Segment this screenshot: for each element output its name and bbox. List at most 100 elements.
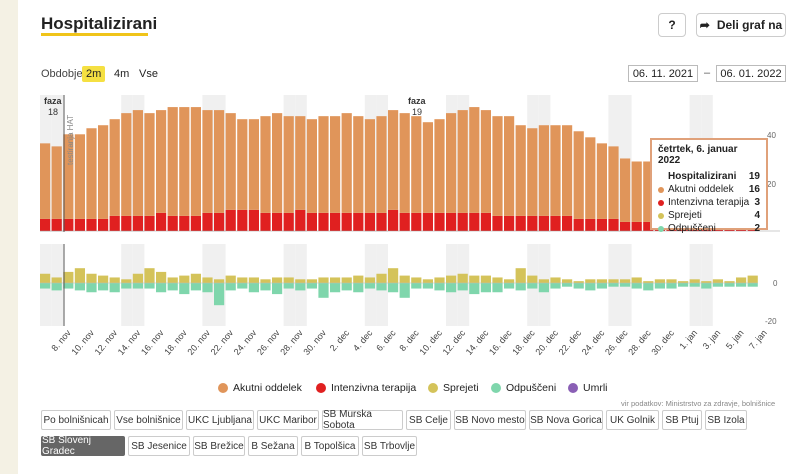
admitted-bar xyxy=(399,275,410,283)
discharged-bar xyxy=(237,283,248,289)
acute-bar xyxy=(608,146,619,219)
tooltip-date: četrtek, 6. januar 2022 xyxy=(658,144,738,166)
hospital-button[interactable]: SB Novo mesto xyxy=(454,410,526,430)
discharged-bar xyxy=(469,283,480,295)
hospital-button[interactable]: B Topolšica xyxy=(301,436,359,456)
y-tick-40: 40 xyxy=(767,131,776,140)
hospital-button-selected[interactable]: SB Slovenj Gradec xyxy=(41,435,125,457)
discharged-bar xyxy=(132,283,143,289)
discharged-bar xyxy=(144,283,155,289)
icu-bar xyxy=(480,212,491,231)
x-tick-label: 24. dec xyxy=(580,327,607,356)
hospital-button[interactable]: SB Ptuj xyxy=(662,410,702,430)
hospital-button[interactable]: SB Nova Gorica xyxy=(529,410,603,430)
period-option-2m[interactable]: 2m xyxy=(82,66,106,82)
icu-bar xyxy=(457,212,468,231)
hospital-button[interactable]: UK Golnik xyxy=(606,410,659,430)
admitted-bar xyxy=(457,273,468,283)
acute-bar xyxy=(179,107,190,216)
share-button[interactable]: ➦ Deli graf na xyxy=(696,13,786,37)
hospital-button[interactable]: Po bolnišnicah xyxy=(41,410,111,430)
hospital-button[interactable]: B Sežana xyxy=(248,436,298,456)
discharged-bar xyxy=(272,283,283,295)
period-option-all[interactable]: Vse xyxy=(139,68,158,80)
x-tick-label: 3. jan xyxy=(701,328,723,351)
admitted-bar xyxy=(167,277,178,283)
hospital-button[interactable]: SB Celje xyxy=(406,410,451,430)
admitted-bar xyxy=(214,279,225,283)
x-tick-label: 26. nov xyxy=(255,327,282,356)
discharged-bar xyxy=(654,283,665,289)
acute-bar xyxy=(63,134,74,219)
x-tick-label: 12. dec xyxy=(441,327,468,356)
icu-bar xyxy=(585,218,596,231)
admitted-bar xyxy=(643,281,654,283)
icu-bar xyxy=(596,218,607,231)
icu-bar xyxy=(144,215,155,231)
discharged-bar xyxy=(550,283,561,289)
legend-discharged[interactable]: Odpuščeni xyxy=(491,382,556,394)
hospital-button[interactable]: SB Trbovlje xyxy=(362,436,417,456)
acute-bar xyxy=(504,116,515,216)
icu-bar xyxy=(86,218,97,231)
page-title: Hospitalizirani xyxy=(41,14,158,33)
legend-admitted[interactable]: Sprejeti xyxy=(428,382,479,394)
discharged-bar xyxy=(573,283,584,289)
date-from-input[interactable]: 06. 11. 2021 xyxy=(628,65,698,82)
discharged-bar xyxy=(631,283,642,289)
icu-bar xyxy=(330,212,341,231)
discharged-bar xyxy=(63,283,74,289)
hospital-button[interactable]: SB Izola xyxy=(705,410,747,430)
legend-icu[interactable]: Intenzivna terapija xyxy=(316,382,416,394)
admitted-bar xyxy=(666,279,677,283)
discharged-bar xyxy=(341,283,352,291)
hospital-button[interactable]: SB Murska Sobota xyxy=(322,409,403,431)
admitted-bar xyxy=(248,277,259,283)
acute-bar xyxy=(353,116,364,213)
icu-dot-icon xyxy=(658,199,664,206)
icu-bar xyxy=(469,212,480,231)
legend-discharged-dot-icon xyxy=(491,383,501,393)
admitted-bar xyxy=(515,268,526,283)
tooltip-admitted-label: Sprejeti xyxy=(668,210,702,221)
icu-bar xyxy=(608,218,619,231)
x-tick-label: 6. dec xyxy=(374,327,398,353)
period-option-4m[interactable]: 4m xyxy=(114,68,130,80)
hospital-button[interactable]: UKC Ljubljana xyxy=(186,410,254,430)
x-tick-label: 12. nov xyxy=(93,327,120,356)
acute-bar xyxy=(446,113,457,213)
admitted-bar xyxy=(283,277,294,283)
admitted-bar xyxy=(225,275,236,283)
admitted-bar xyxy=(341,277,352,283)
hospital-button[interactable]: SB Brežice xyxy=(193,436,245,456)
acute-bar xyxy=(283,116,294,213)
icu-bar xyxy=(156,212,167,231)
icu-bar xyxy=(225,209,236,231)
acute-bar xyxy=(272,113,283,213)
tooltip-icu-label: Intenzivna terapija xyxy=(668,197,750,208)
acute-bar xyxy=(376,116,387,213)
discharged-bar xyxy=(562,283,573,287)
admitted-bar xyxy=(689,279,700,283)
tooltip-discharged-value: 2 xyxy=(754,223,760,234)
admitted-bar xyxy=(480,275,491,283)
legend-acute[interactable]: Akutni oddelek xyxy=(218,382,302,394)
y-tick-0: 0 xyxy=(773,279,778,288)
help-button[interactable]: ? xyxy=(658,13,686,37)
tooltip-discharged-label: Odpuščeni xyxy=(668,223,716,234)
title-underline xyxy=(41,33,148,36)
legend-deceased[interactable]: Umrli xyxy=(568,382,608,394)
acute-bar xyxy=(341,113,352,213)
tooltip-row-acute: Akutni oddelek 16 xyxy=(658,183,760,196)
date-to-input[interactable]: 06. 01. 2022 xyxy=(716,65,786,82)
discharged-bar xyxy=(434,283,445,291)
acute-bar xyxy=(109,119,120,216)
admitted-dot-icon xyxy=(658,212,664,219)
hospital-button[interactable]: Vse bolnišnice xyxy=(114,410,183,430)
discharged-bar xyxy=(318,283,329,298)
discharged-bar xyxy=(156,283,167,293)
hospital-button[interactable]: SB Jesenice xyxy=(128,436,190,456)
hospital-button[interactable]: UKC Maribor xyxy=(257,410,319,430)
testing-note: testiranja HAT xyxy=(66,115,75,165)
x-tick-label: 4. dec xyxy=(351,327,375,353)
